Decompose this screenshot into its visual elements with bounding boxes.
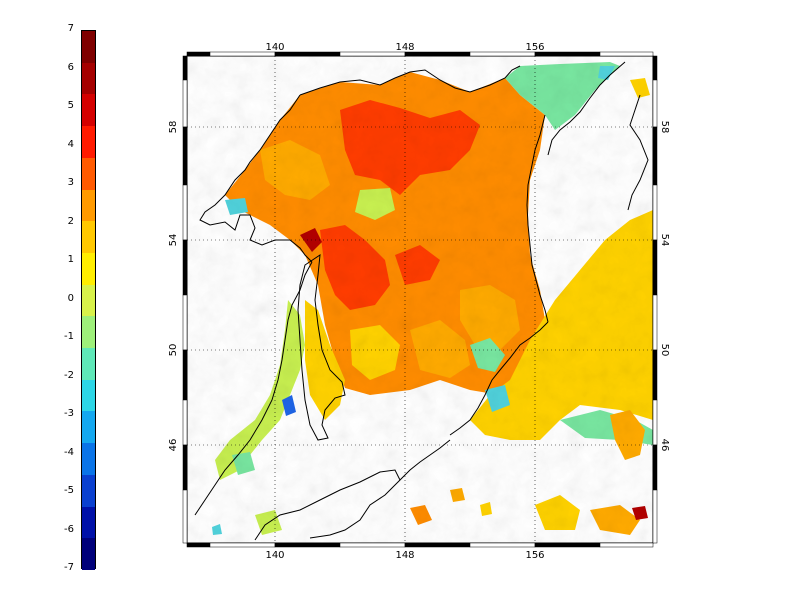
kuril-south [399,439,451,481]
colorbar-swatch [82,474,95,508]
colorbar-swatch [82,538,95,571]
frame-bar-segment [652,399,658,446]
colorbar-label: -5 [64,485,74,496]
frame-bar-segment [186,51,211,57]
frame-bar-segment [182,184,188,241]
tick-labels: 140 140 148 148 156 156 58 58 54 54 50 50 46 46 [168,42,670,561]
colorbar-label: 2 [67,215,74,227]
tick-label: 46 [659,439,670,452]
frame-bar-segment [182,399,188,446]
tick-label: 148 [395,42,414,53]
tick-label: 50 [659,344,670,357]
kamchatka-east-coast [547,61,626,156]
colorbar-label: 4 [67,138,74,150]
colorbar-swatch [82,506,95,539]
colorbar-label: 5 [67,100,74,111]
frame-bar-segment [182,489,188,544]
colorbar-swatch [82,379,95,412]
colorbar-swatch [82,126,95,159]
frame-bar-segment [274,51,341,57]
frame-bar-segment [652,184,658,241]
colorbar-swatch [82,443,95,476]
colorbar-label: -7 [64,562,74,573]
kamchatka-east-coast-2 [627,94,649,211]
tick-label: 46 [168,439,179,452]
colorbar-swatch [82,62,95,95]
colorbar-label: 6 [67,61,74,73]
frame-bar-segment [652,55,658,81]
colorbar-label: -4 [64,446,74,458]
frame-bar-segment [652,239,658,296]
frame-bars [182,51,658,548]
tick-label: 54 [659,234,670,247]
kuril-arc [449,321,549,436]
siberian-coast [299,65,521,96]
colorbar-swatch [82,189,95,222]
frame-bar-segment [599,542,654,548]
colorbar-label: 0 [67,292,74,304]
colorbar-swatch [82,348,95,381]
colorbar-label: -6 [64,523,74,535]
colorbar-swatch [82,31,95,64]
tick-label: 148 [395,550,414,561]
tick-label: 58 [659,121,670,134]
colorbar [81,30,96,571]
frame-bar-segment [404,542,471,548]
frame-bar-segment [652,126,658,186]
colorbar-label: 1 [67,254,74,265]
texture-overlay [187,56,653,543]
frame-bar-segment [182,444,188,491]
tick-label: 140 [265,42,284,53]
colorbar-label: 7 [67,23,74,34]
colorbar-swatch [82,94,95,127]
frame-bar-segment [652,444,658,491]
coastlines [194,61,649,541]
colorbar-swatch [82,157,95,191]
colorbar-swatch [82,284,95,317]
frame-bar-segment [209,542,276,548]
frame-bar-segment [182,126,188,186]
frame-bar-segment [182,55,188,81]
frame-bar-segment [534,51,601,57]
colorbar-swatch [82,221,95,254]
frame-bar-segment [404,51,471,57]
frame-bar-segment [534,542,601,548]
frame-bar-segment [599,51,654,57]
tick-label: 54 [168,234,179,247]
colorbar-label: -2 [64,369,74,381]
sakhalin-island [297,253,346,441]
tick-label: 50 [168,344,179,357]
colorbar-label: -3 [64,408,74,419]
amur-coast [194,261,313,516]
frame-bar-segment [274,542,341,548]
frame-bar-segment [652,489,658,544]
tick-label: 140 [265,550,284,561]
colorbar-label: -1 [64,331,74,342]
sst-anomaly-field [187,56,653,543]
frame-bar-segment [339,542,406,548]
tick-label: 156 [525,42,544,53]
tick-label: 156 [525,550,544,561]
colorbar-swatch [82,252,95,286]
hokkaido [254,469,401,541]
kamchatka-west-coast [526,114,549,323]
frame-bar-segment [182,294,188,351]
frame-bar-segment [182,79,188,128]
colorbar-swatch [82,411,95,444]
graticule [187,56,653,543]
okhotsk-west-coast [199,94,313,263]
frame-bar-segment [469,542,536,548]
frame-bar-segment [182,239,188,296]
colorbar-swatch [82,316,95,349]
frame-bar-segment [182,349,188,401]
frame-bar-segment [652,294,658,351]
frame-bar-segment [652,349,658,401]
colorbar-label: 3 [67,177,74,188]
frame-bar-segment [186,542,211,548]
tick-label: 58 [168,121,179,134]
frame-bar-segment [652,79,658,128]
